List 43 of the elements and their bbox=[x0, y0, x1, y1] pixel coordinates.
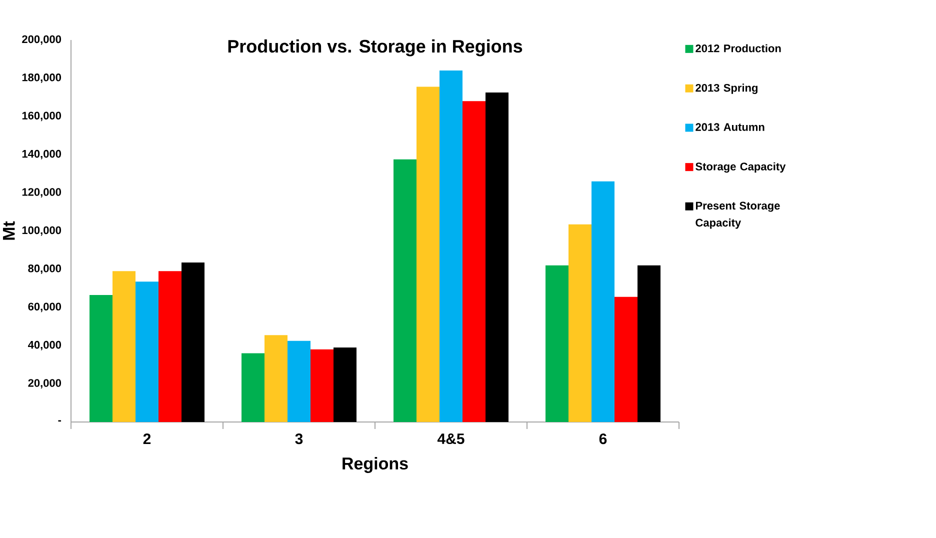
bar bbox=[182, 262, 205, 422]
y-tick-label: 100,000 bbox=[22, 226, 62, 236]
legend-label: Present Storage Capacity bbox=[696, 202, 780, 229]
bar bbox=[440, 70, 463, 422]
y-tick-label: 180,000 bbox=[22, 74, 62, 83]
chart-title: Production vs. Storage in Regions bbox=[228, 39, 522, 56]
legend-label: 2013 Spring bbox=[696, 84, 758, 94]
y-tick-label: 20,000 bbox=[28, 379, 62, 388]
x-axis-title: Regions bbox=[342, 457, 408, 473]
y-tick-label: - bbox=[58, 420, 62, 422]
bar bbox=[546, 265, 569, 422]
bar bbox=[264, 335, 288, 422]
y-tick-label: 200,000 bbox=[22, 35, 62, 45]
bar bbox=[592, 181, 615, 422]
bar bbox=[416, 86, 440, 422]
bar bbox=[90, 294, 113, 422]
x-tick-label: 6 bbox=[599, 434, 607, 444]
bar bbox=[394, 159, 417, 422]
bar bbox=[112, 271, 136, 422]
y-tick-label: 80,000 bbox=[28, 264, 62, 274]
legend-label: 2012 Production bbox=[696, 44, 781, 52]
bar bbox=[334, 348, 357, 422]
y-tick-label: 40,000 bbox=[28, 340, 62, 350]
legend-label: Storage Capacity bbox=[696, 162, 786, 173]
bar bbox=[568, 224, 592, 422]
legend-label: 2013 Autumn bbox=[696, 123, 764, 131]
y-tick-label: 60,000 bbox=[28, 302, 62, 312]
x-tick-label: 3 bbox=[295, 434, 303, 444]
x-tick-label: 4&5 bbox=[437, 434, 464, 444]
bar bbox=[288, 340, 311, 422]
y-tick-label: 140,000 bbox=[22, 150, 62, 160]
y-tick-label: 160,000 bbox=[22, 112, 62, 122]
bar bbox=[486, 92, 509, 422]
x-tick-label: 2 bbox=[143, 434, 151, 444]
y-axis-title: Mt bbox=[2, 221, 15, 240]
bar bbox=[462, 101, 486, 422]
bar bbox=[158, 271, 182, 422]
bar bbox=[310, 349, 334, 422]
y-tick-label: 120,000 bbox=[22, 188, 62, 198]
bar bbox=[136, 282, 159, 422]
bar bbox=[242, 353, 265, 422]
bar bbox=[638, 265, 661, 422]
bar bbox=[614, 296, 638, 422]
